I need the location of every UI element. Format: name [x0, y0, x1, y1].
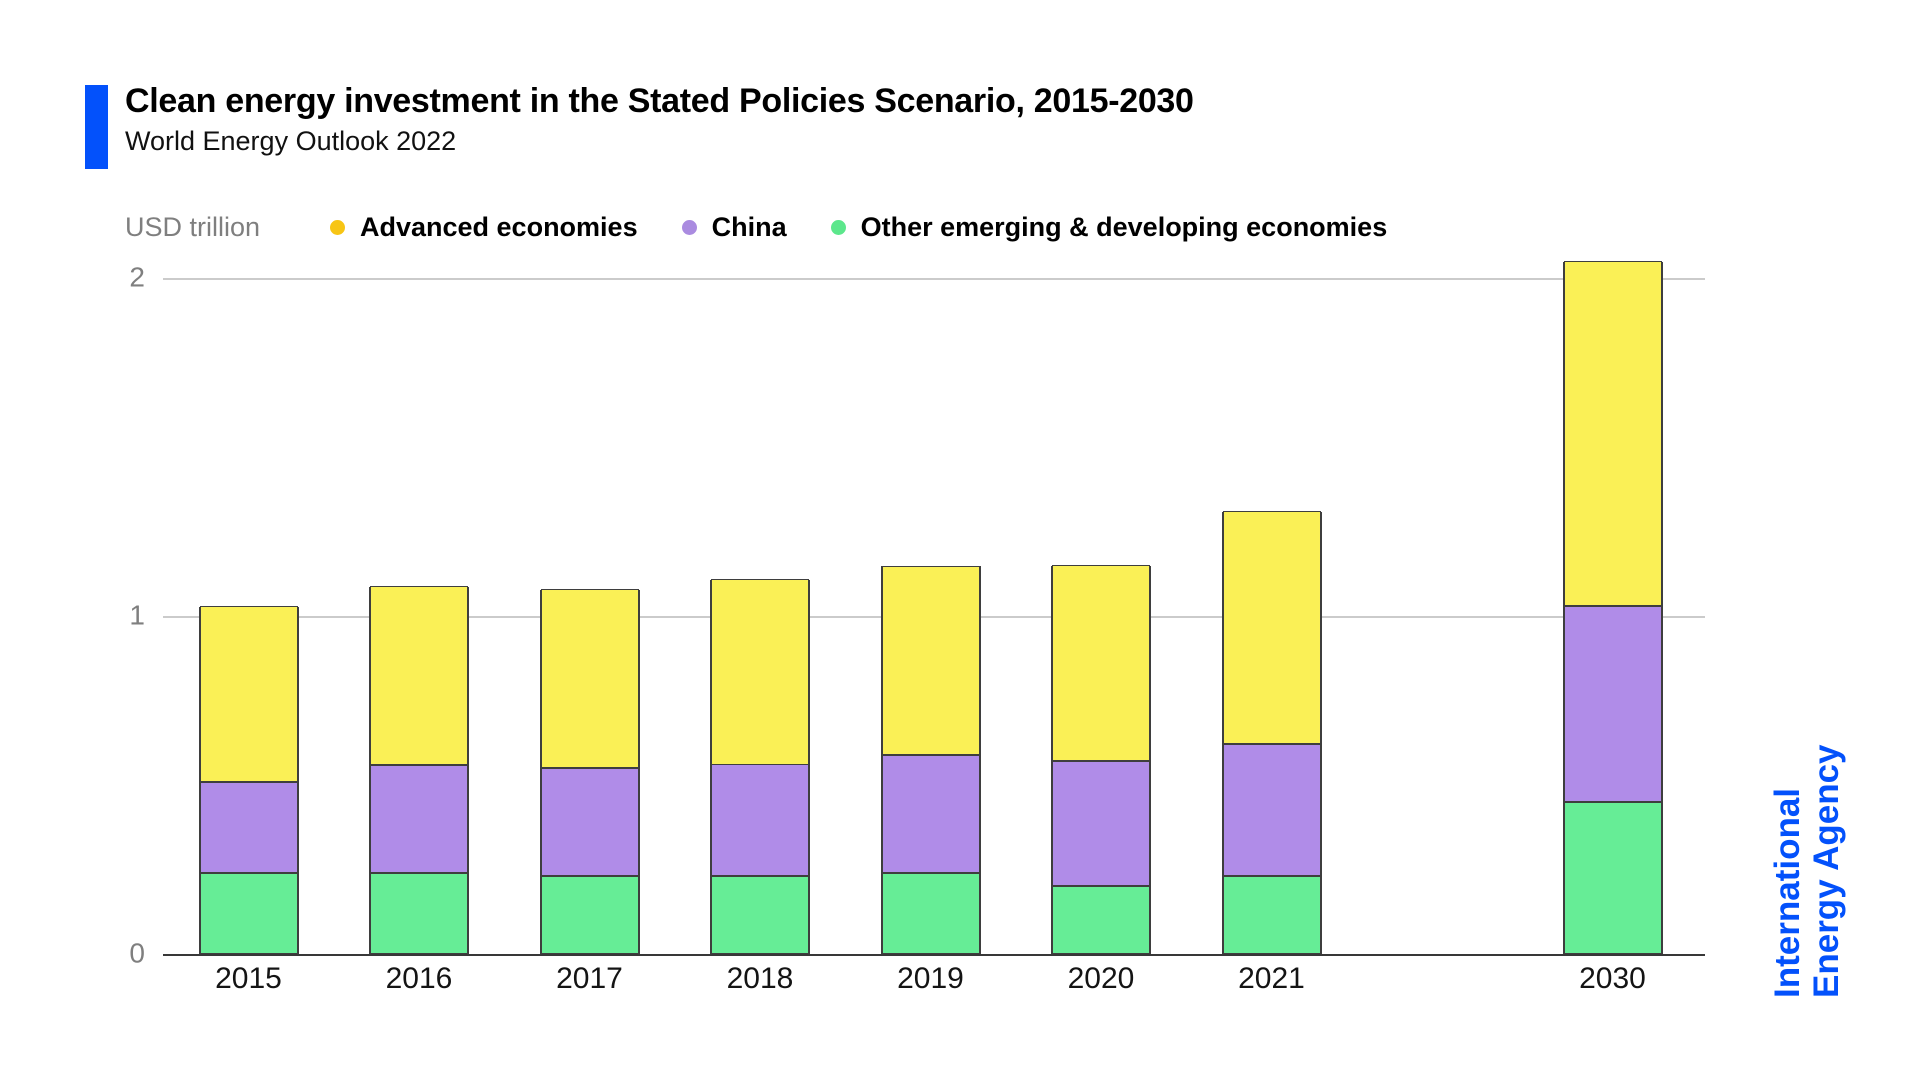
bar-2015: [198, 606, 299, 955]
bar-2020: [1051, 565, 1151, 955]
y-tick-label-0: 0: [129, 937, 145, 969]
bar-segment-2015-other-emerging-developing-economies: [199, 873, 298, 954]
y-tick-label-2: 2: [129, 261, 145, 293]
legend-dot-icon: [330, 220, 345, 235]
bar-segment-2019-other-emerging-developing-economies: [881, 873, 980, 954]
gridline-y2: [163, 278, 1705, 280]
legend-item-china: China: [681, 212, 787, 243]
x-axis-label-2030: 2030: [1579, 962, 1646, 995]
x-axis-label-2021: 2021: [1238, 962, 1305, 995]
bar-segment-2016-china: [370, 765, 468, 873]
bar-segment-2020-other-emerging-developing-economies: [1052, 886, 1150, 954]
y-axis-unit-label: USD trillion: [125, 212, 261, 242]
bar-segment-2018-china: [711, 764, 809, 876]
legend-label: China: [711, 212, 787, 242]
x-axis-label-2019: 2019: [897, 962, 964, 995]
title-accent-bar: [85, 85, 108, 169]
y-tick-label-1: 1: [129, 599, 145, 631]
bar-2021: [1221, 511, 1322, 955]
bar-segment-2030-advanced-economies: [1563, 261, 1662, 606]
legend-dot-icon: [830, 220, 846, 235]
x-axis-label-2015: 2015: [215, 962, 282, 995]
bar-segment-2018-other-emerging-developing-economies: [711, 876, 809, 954]
bar-segment-2019-china: [881, 755, 980, 873]
bar-segment-2018-advanced-economies: [711, 579, 809, 765]
bar-segment-2015-advanced-economies: [199, 606, 298, 782]
iea-logo-line-1: International: [1768, 787, 1807, 998]
x-axis-label-2020: 2020: [1067, 962, 1135, 995]
bar-2017: [539, 589, 640, 955]
bar-segment-2030-china: [1563, 606, 1662, 802]
bar-2030: [1562, 261, 1663, 955]
page-subtitle: World Energy Outlook 2022: [125, 126, 457, 156]
legend: Advanced economies China Other emerging & …: [330, 212, 1387, 243]
bar-segment-2030-other-emerging-developing-economies: [1563, 802, 1662, 954]
iea-logo: International Energy Agency: [1768, 744, 1846, 998]
bar-segment-2020-advanced-economies: [1052, 565, 1150, 761]
legend-dot-icon: [681, 220, 697, 235]
x-axis-baseline: [163, 954, 1705, 956]
bar-segment-2017-other-emerging-developing-economies: [540, 876, 639, 954]
x-axis-label-2018: 2018: [726, 962, 794, 995]
legend-item-other-emerging-developing-economies: Other emerging & developing economies: [830, 212, 1388, 243]
bar-2019: [880, 566, 981, 955]
x-axis-label-2017: 2017: [556, 962, 623, 995]
page-title: Clean energy investment in the Stated Po…: [125, 82, 1194, 120]
bar-segment-2016-advanced-economies: [370, 586, 468, 765]
legend-label: Advanced economies: [360, 212, 638, 242]
bar-segment-2020-china: [1052, 761, 1150, 886]
x-axis-label-2016: 2016: [385, 962, 453, 995]
bar-segment-2019-advanced-economies: [881, 566, 980, 755]
bar-segment-2015-china: [199, 782, 298, 873]
bar-segment-2021-advanced-economies: [1222, 511, 1321, 744]
bar-segment-2021-china: [1222, 744, 1321, 876]
iea-logo-line-2: Energy Agency: [1806, 744, 1846, 998]
bar-segment-2017-china: [540, 768, 639, 876]
bar-segment-2021-other-emerging-developing-economies: [1222, 876, 1321, 954]
bar-2018: [710, 579, 810, 955]
bar-segment-2016-other-emerging-developing-economies: [370, 873, 468, 954]
legend-item-advanced-economies: Advanced economies: [330, 212, 638, 243]
bar-2016: [369, 586, 469, 955]
legend-label: Other emerging & developing economies: [860, 212, 1388, 242]
bar-segment-2017-advanced-economies: [540, 589, 639, 768]
